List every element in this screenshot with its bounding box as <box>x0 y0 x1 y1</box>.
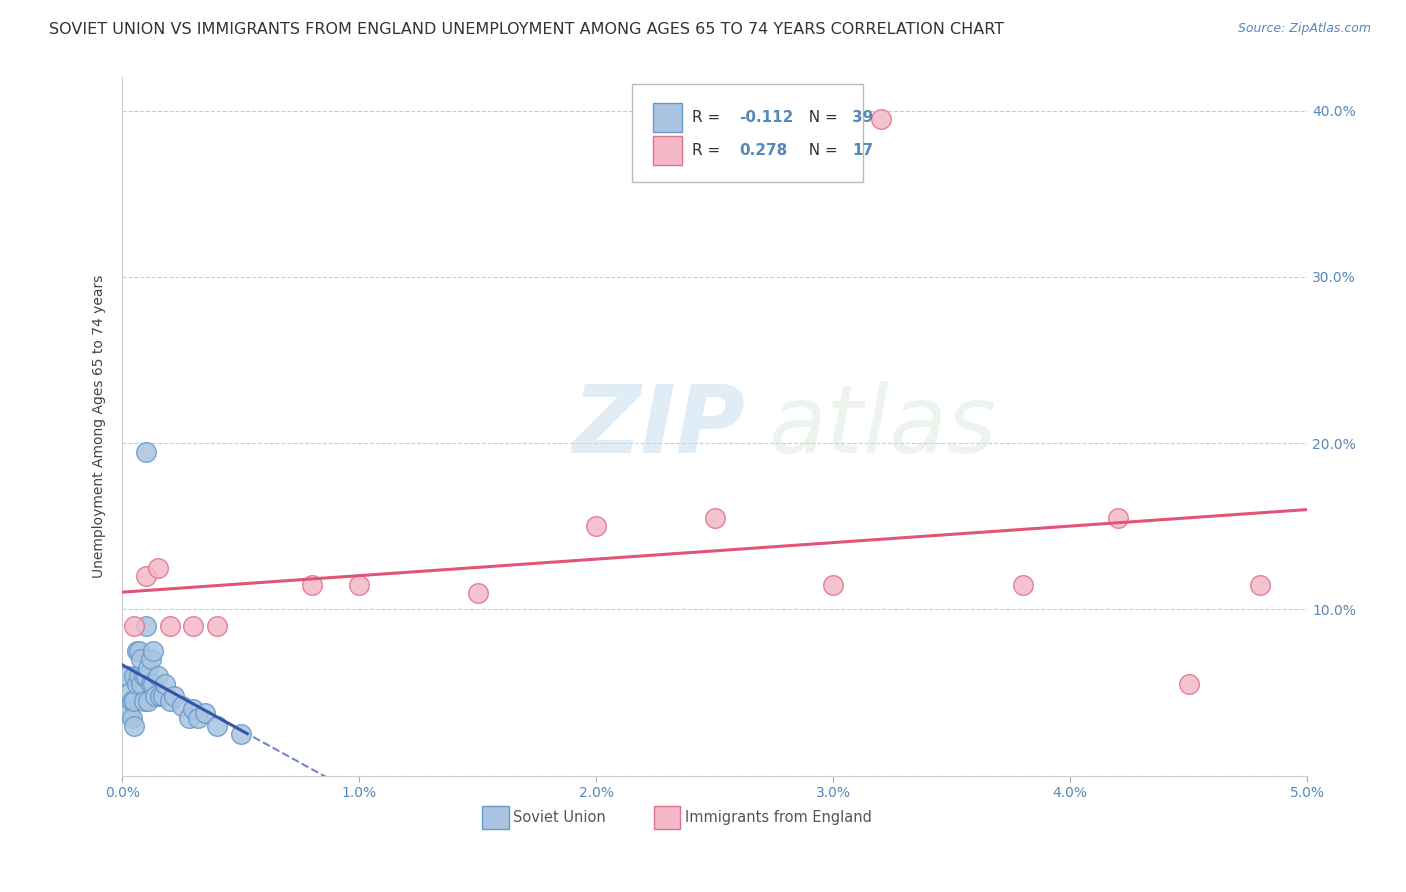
Point <box>138 694 160 708</box>
FancyBboxPatch shape <box>654 806 681 829</box>
Point <box>869 112 891 126</box>
Point <box>135 669 157 683</box>
Point <box>145 689 167 703</box>
Point <box>146 669 169 683</box>
FancyBboxPatch shape <box>631 85 863 182</box>
Point <box>129 652 152 666</box>
Text: N =: N = <box>799 144 842 158</box>
Point <box>132 694 155 708</box>
Point <box>135 444 157 458</box>
Text: R =: R = <box>692 144 725 158</box>
Point <box>1177 677 1199 691</box>
Point <box>183 619 205 633</box>
Point <box>125 644 148 658</box>
Point <box>467 586 489 600</box>
Point <box>135 619 157 633</box>
Point <box>128 669 150 683</box>
Point <box>1107 511 1129 525</box>
Text: Source: ZipAtlas.com: Source: ZipAtlas.com <box>1237 22 1371 36</box>
Point <box>153 677 176 691</box>
Point <box>229 727 252 741</box>
Point <box>301 577 323 591</box>
Point <box>163 689 186 703</box>
Y-axis label: Unemployment Among Ages 65 to 74 years: Unemployment Among Ages 65 to 74 years <box>93 275 107 578</box>
FancyBboxPatch shape <box>654 103 682 132</box>
Point <box>122 619 145 633</box>
Text: Soviet Union: Soviet Union <box>513 810 606 825</box>
Point <box>122 694 145 708</box>
Text: R =: R = <box>692 110 725 125</box>
Point <box>1011 577 1033 591</box>
Point <box>170 698 193 713</box>
FancyBboxPatch shape <box>482 806 509 829</box>
Point <box>585 519 607 533</box>
Point <box>142 644 165 658</box>
Point <box>135 569 157 583</box>
Point <box>139 677 162 691</box>
Point <box>122 719 145 733</box>
Point <box>205 719 228 733</box>
Text: -0.112: -0.112 <box>740 110 794 125</box>
Point <box>823 577 845 591</box>
Point <box>194 706 217 720</box>
Point <box>121 694 143 708</box>
FancyBboxPatch shape <box>654 136 682 165</box>
Point <box>115 669 138 683</box>
Point <box>703 511 725 525</box>
Text: ZIP: ZIP <box>572 381 745 473</box>
Point <box>187 710 209 724</box>
Text: 17: 17 <box>852 144 873 158</box>
Point <box>122 669 145 683</box>
Point <box>146 561 169 575</box>
Text: SOVIET UNION VS IMMIGRANTS FROM ENGLAND UNEMPLOYMENT AMONG AGES 65 TO 74 YEARS C: SOVIET UNION VS IMMIGRANTS FROM ENGLAND … <box>49 22 1004 37</box>
Point <box>129 677 152 691</box>
Point <box>121 710 143 724</box>
Point <box>183 702 205 716</box>
Point <box>159 694 181 708</box>
Point <box>1249 577 1271 591</box>
Point <box>349 577 371 591</box>
Text: N =: N = <box>799 110 842 125</box>
Text: atlas: atlas <box>768 381 997 472</box>
Point <box>149 689 172 703</box>
Point <box>142 677 165 691</box>
Point <box>139 652 162 666</box>
Point <box>132 669 155 683</box>
Text: 39: 39 <box>852 110 873 125</box>
Point <box>118 685 141 699</box>
Point <box>118 706 141 720</box>
Point <box>177 710 200 724</box>
Point <box>138 661 160 675</box>
Text: 0.278: 0.278 <box>740 144 787 158</box>
Point <box>159 619 181 633</box>
Point <box>125 677 148 691</box>
Point <box>205 619 228 633</box>
Point <box>128 644 150 658</box>
Text: Immigrants from England: Immigrants from England <box>685 810 872 825</box>
Point <box>152 689 174 703</box>
